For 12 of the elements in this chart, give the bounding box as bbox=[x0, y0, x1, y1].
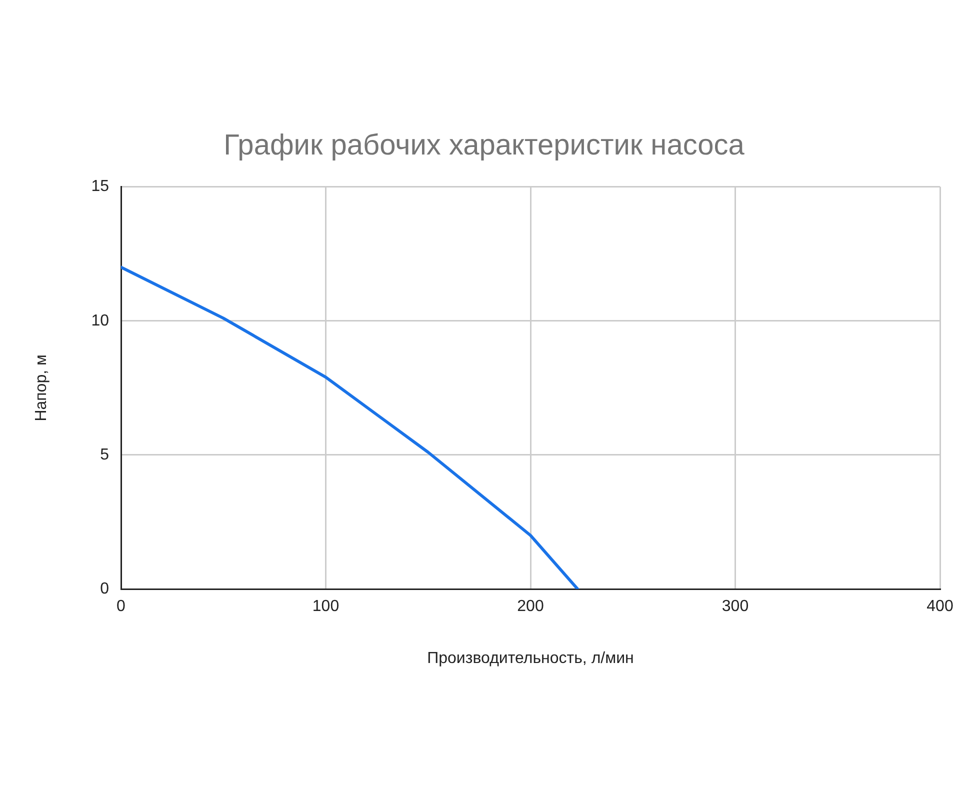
y-tick-label: 10 bbox=[91, 312, 110, 330]
x-tick-label: 100 bbox=[312, 598, 340, 616]
x-tick-label: 0 bbox=[116, 598, 126, 616]
x-tick-label: 400 bbox=[926, 598, 954, 616]
chart-title: График рабочих характеристик насоса bbox=[224, 129, 746, 162]
x-tick-label: 300 bbox=[722, 598, 749, 616]
y-tick-label: 15 bbox=[91, 178, 110, 196]
x-axis-title: Производительность, л/мин bbox=[427, 650, 634, 667]
y-tick-label: 5 bbox=[100, 446, 110, 464]
x-tick-label: 200 bbox=[517, 598, 544, 616]
y-axis-title: Напор, м bbox=[33, 354, 50, 422]
y-tick-label: 0 bbox=[100, 580, 110, 598]
